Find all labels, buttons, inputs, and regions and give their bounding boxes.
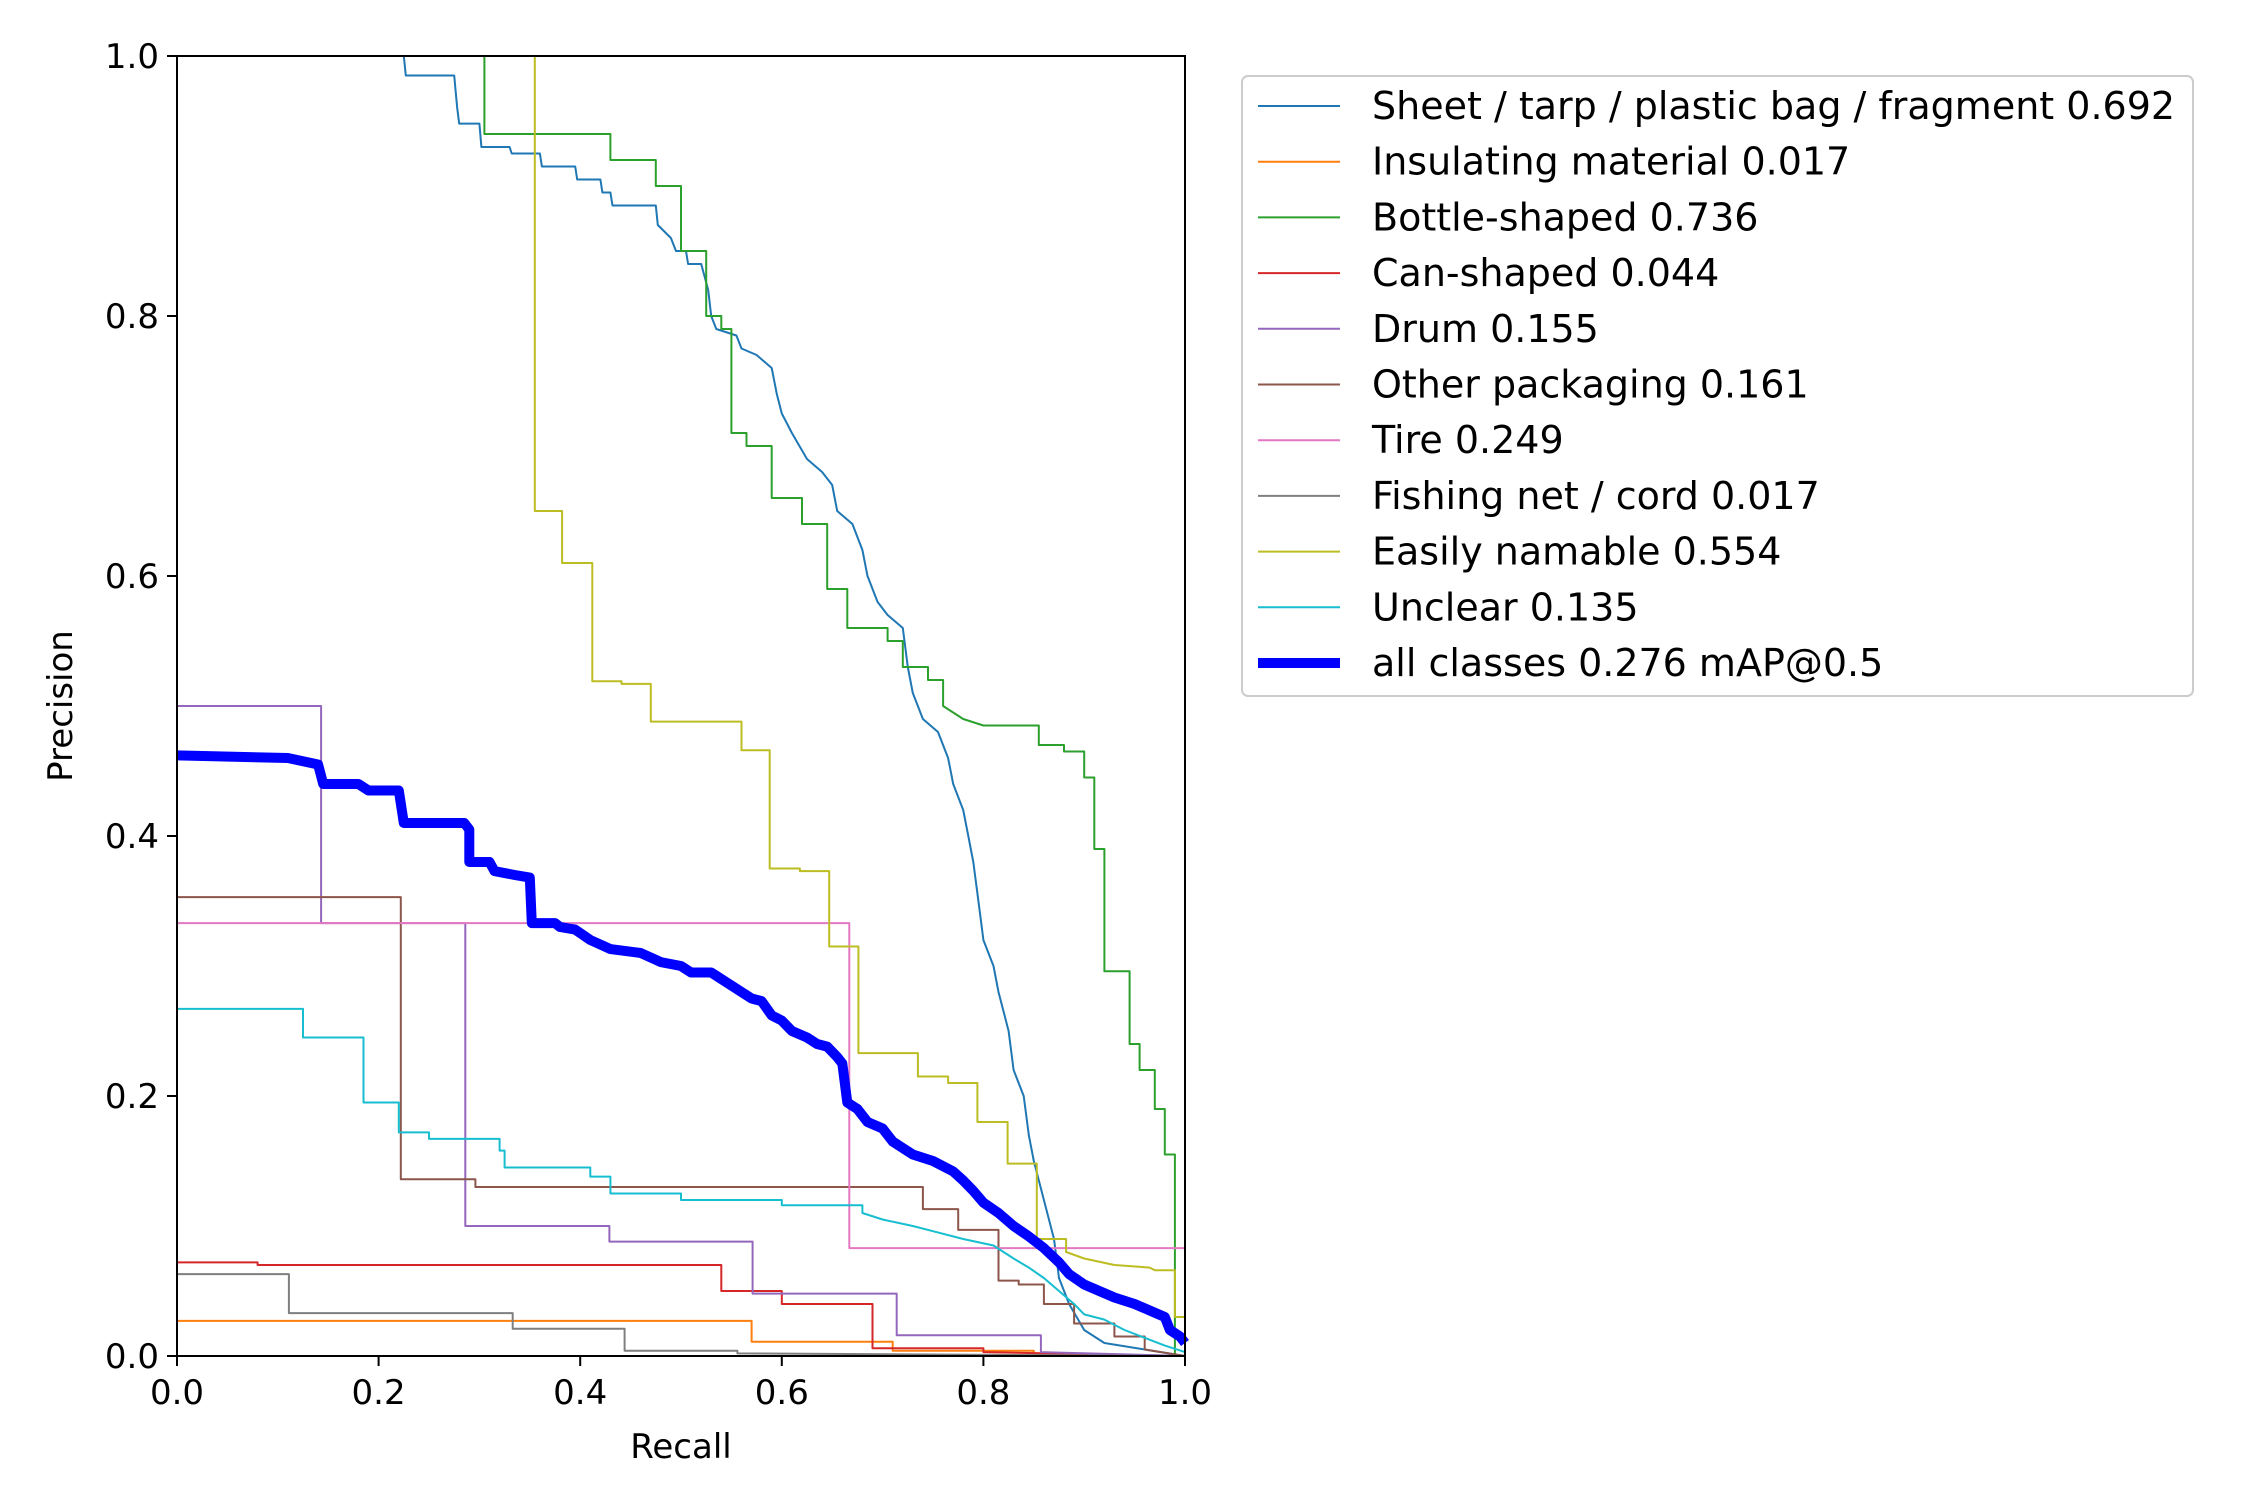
x-axis-ticks: 0.0 0.2 0.4 0.6 0.8 1.0 bbox=[150, 1356, 1212, 1413]
series-line-7 bbox=[177, 922, 1186, 1356]
legend-label-6: Other packaging 0.161 bbox=[1372, 363, 1809, 407]
series-line-9 bbox=[533, 56, 1185, 1318]
series-layer bbox=[176, 55, 1189, 1357]
series-line-6 bbox=[177, 896, 1186, 1357]
y-tick-label: 0.4 bbox=[105, 817, 159, 857]
series-line-3 bbox=[483, 56, 1176, 1356]
x-tick-label: 0.4 bbox=[553, 1373, 607, 1413]
legend-label-2: Insulating material 0.017 bbox=[1372, 140, 1850, 184]
plot-frame bbox=[176, 55, 1186, 1357]
series-line-5 bbox=[177, 705, 1186, 1357]
x-tick-label: 0.0 bbox=[150, 1373, 204, 1413]
legend-label-10: Unclear 0.135 bbox=[1372, 585, 1639, 629]
y-tick-label: 0.6 bbox=[105, 557, 159, 597]
legend-label-1: Sheet / tarp / plastic bag / fragment 0.… bbox=[1372, 84, 2175, 128]
y-tick-label: 0.8 bbox=[105, 297, 159, 337]
series-line-4 bbox=[177, 1261, 1186, 1357]
legend-label-4: Can-shaped 0.044 bbox=[1372, 251, 1719, 295]
x-tick-label: 0.6 bbox=[755, 1373, 809, 1413]
y-axis-ticks: 0.0 0.2 0.4 0.6 0.8 1.0 bbox=[105, 37, 177, 1377]
y-axis-label: Precision bbox=[41, 630, 81, 782]
x-tick-label: 1.0 bbox=[1158, 1373, 1212, 1413]
legend-label-3: Bottle-shaped 0.736 bbox=[1372, 195, 1758, 239]
legend-label-5: Drum 0.155 bbox=[1372, 307, 1599, 351]
legend-label-7: Tire 0.249 bbox=[1371, 418, 1564, 462]
series-line-11 bbox=[176, 750, 1189, 1347]
legend-label-9: Easily namable 0.554 bbox=[1372, 530, 1781, 574]
x-tick-label: 0.8 bbox=[956, 1373, 1010, 1413]
legend-label-11: all classes 0.276 mAP@0.5 bbox=[1372, 641, 1883, 685]
x-tick-label: 0.2 bbox=[352, 1373, 406, 1413]
x-axis-label: Recall bbox=[630, 1427, 731, 1467]
legend: Sheet / tarp / plastic bag / fragment 0.… bbox=[1241, 75, 2194, 697]
series-line-10 bbox=[177, 1007, 1186, 1354]
y-tick-label: 1.0 bbox=[105, 37, 159, 77]
series-line-8 bbox=[177, 1273, 1186, 1357]
y-tick-label: 0.2 bbox=[105, 1077, 159, 1117]
series-line-1 bbox=[402, 55, 1186, 1357]
y-tick-label: 0.0 bbox=[105, 1337, 159, 1377]
legend-frame bbox=[1241, 75, 2194, 697]
legend-label-8: Fishing net / cord 0.017 bbox=[1372, 474, 1820, 518]
